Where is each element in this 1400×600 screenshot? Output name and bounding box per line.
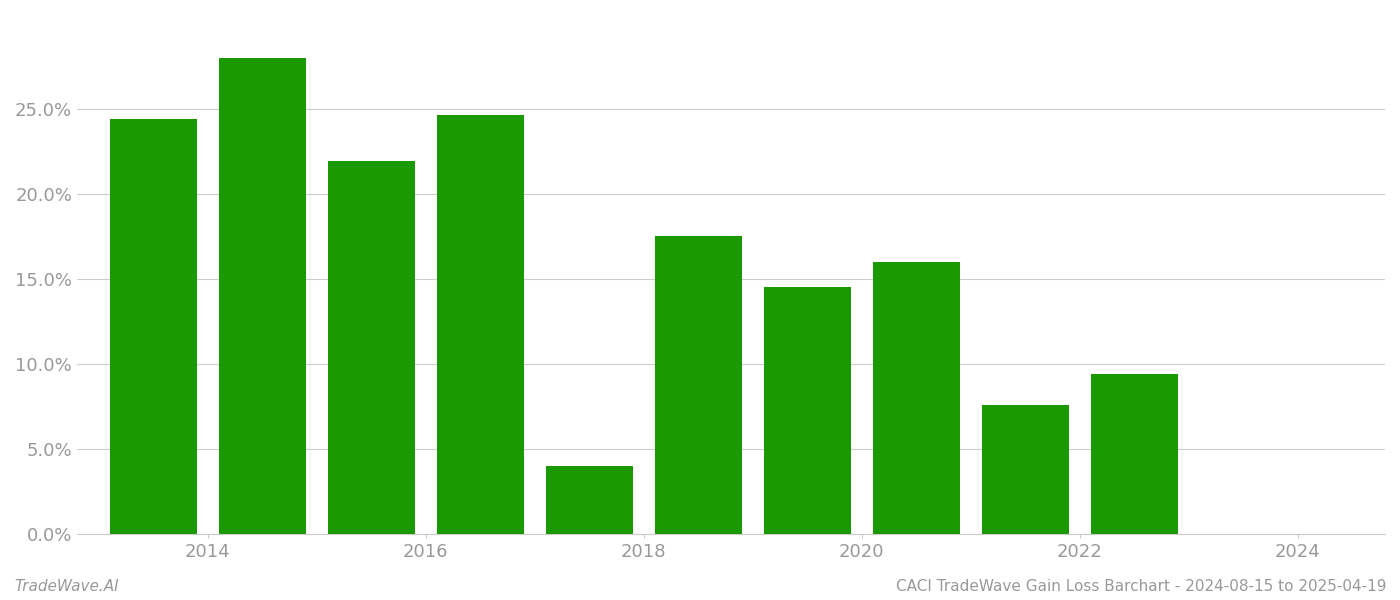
Bar xyxy=(546,466,633,534)
Text: CACI TradeWave Gain Loss Barchart - 2024-08-15 to 2025-04-19: CACI TradeWave Gain Loss Barchart - 2024… xyxy=(896,579,1386,594)
Bar xyxy=(981,404,1068,534)
Text: TradeWave.AI: TradeWave.AI xyxy=(14,579,119,594)
Bar xyxy=(763,287,851,534)
Bar xyxy=(1091,374,1177,534)
Bar xyxy=(872,262,960,534)
Bar xyxy=(218,58,305,534)
Bar xyxy=(655,236,742,534)
Bar xyxy=(328,161,414,534)
Bar xyxy=(437,115,524,534)
Bar xyxy=(109,119,197,534)
